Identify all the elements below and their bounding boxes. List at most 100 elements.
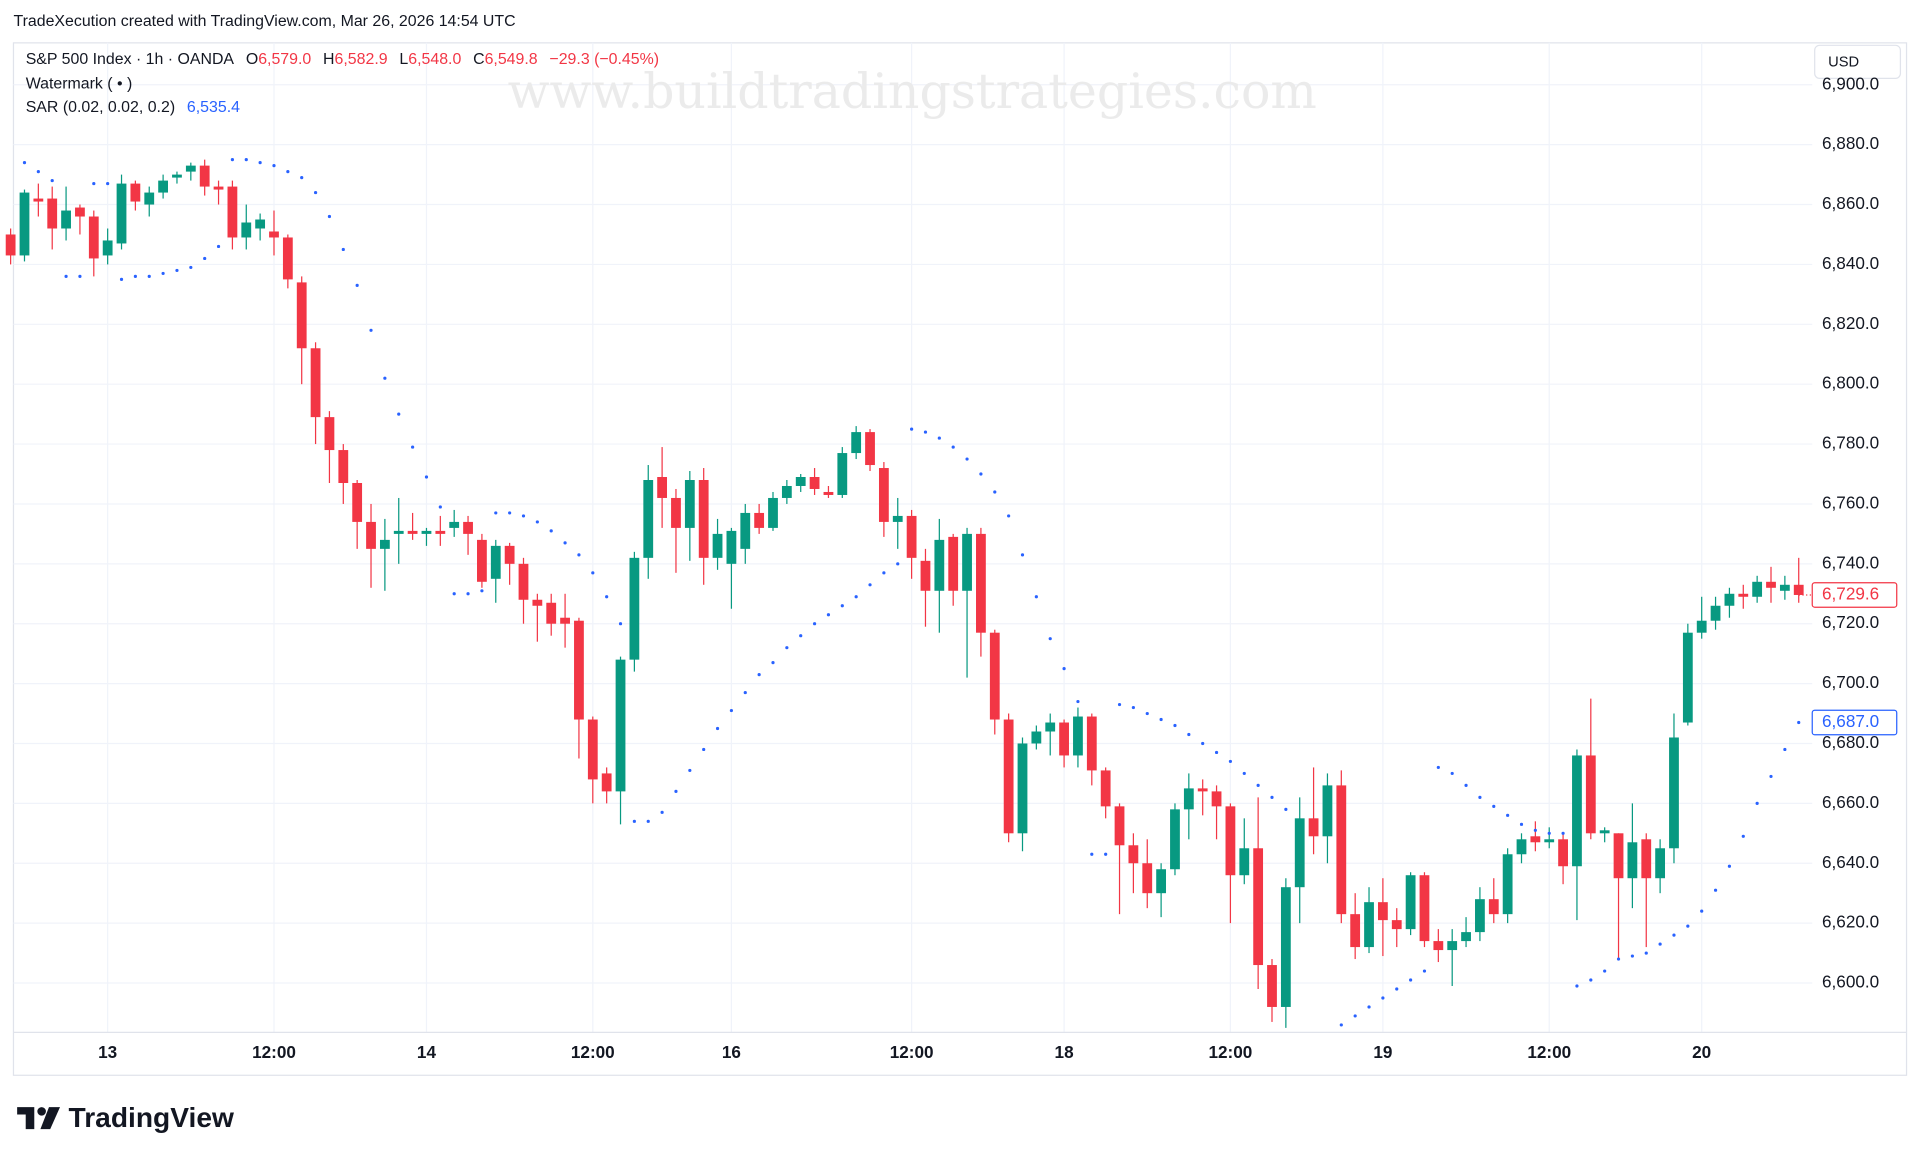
candle-body: [1197, 788, 1208, 792]
candle-body: [920, 560, 931, 591]
candle-body: [546, 602, 557, 624]
candle-body: [560, 617, 570, 624]
candle-body: [463, 521, 473, 534]
l-label: L: [399, 51, 408, 68]
sar-dot: [632, 819, 636, 823]
candle-body: [1752, 581, 1763, 597]
sar-dot: [286, 170, 290, 174]
sar-dot: [355, 283, 359, 287]
sar-dot: [133, 274, 137, 278]
last-sar-tag: [1811, 709, 1898, 736]
sar-dot: [1506, 813, 1510, 817]
candle-body: [1391, 920, 1402, 930]
candle-body: [241, 222, 252, 238]
sar-dot: [1464, 783, 1468, 787]
currency-box[interactable]: [1814, 44, 1902, 79]
sar-dot: [715, 726, 720, 731]
sar-dot: [979, 472, 983, 476]
candle-body: [47, 198, 58, 229]
sar-dot: [1048, 637, 1052, 641]
sar-dot: [1034, 595, 1038, 599]
candle-body: [421, 530, 432, 534]
y-tick-label: 6,800.0: [1822, 373, 1879, 393]
candle-body: [1294, 818, 1305, 888]
sar-dot: [688, 768, 692, 773]
candle-body: [1350, 914, 1361, 948]
sar-dot: [438, 505, 442, 509]
sar-dot: [812, 622, 817, 626]
candle-body: [1572, 755, 1582, 867]
sar-dot: [64, 274, 68, 278]
sar-dot: [605, 595, 609, 599]
sar-dot: [591, 571, 595, 575]
candle-body: [671, 497, 681, 528]
candle-body: [532, 599, 543, 606]
candle-body: [144, 192, 155, 205]
candle-body: [754, 512, 765, 528]
sar-dot: [327, 214, 332, 219]
sar-dot: [22, 161, 27, 165]
y-tick-label: 6,900.0: [1822, 73, 1879, 93]
o-value: 6,579.0: [258, 51, 311, 68]
sar-dot: [826, 613, 831, 617]
y-tick-label: 6,600.0: [1822, 972, 1879, 992]
currency[interactable]: USD: [1828, 54, 1859, 70]
y-tick-label: 6,680.0: [1822, 732, 1879, 752]
sar-dot: [1783, 747, 1787, 752]
candle-body: [75, 207, 85, 217]
candle-body: [213, 186, 224, 190]
candle-body: [5, 234, 16, 256]
sar-dot: [660, 810, 664, 814]
sar-dot: [36, 170, 40, 174]
candle-body: [823, 491, 834, 495]
candle-body: [1655, 848, 1666, 879]
candle-body: [1031, 731, 1042, 744]
l-value: 6,548.0: [408, 51, 461, 68]
sar-dot: [480, 589, 484, 593]
legend-ohlc: S&P 500 Index · 1h · OANDA O6,579.0 H6,5…: [26, 51, 659, 68]
candle-body: [296, 282, 307, 349]
sar-dot: [1755, 801, 1759, 805]
candle-body: [1447, 941, 1458, 951]
sar-dot: [854, 595, 858, 599]
legend-sar: SAR (0.02, 0.02, 0.2) 6,535.4: [26, 99, 240, 116]
candle-body: [1183, 788, 1194, 810]
candle-body: [781, 485, 792, 498]
sar-dot: [937, 436, 941, 440]
candle-body: [1142, 863, 1153, 894]
sar-dot: [1339, 1023, 1343, 1027]
sar-dot: [1478, 795, 1482, 799]
candle-body: [1239, 848, 1250, 876]
sar-dot: [1395, 987, 1399, 991]
sar-dot: [1131, 705, 1135, 710]
x-tick-label: 16: [722, 1042, 741, 1062]
y-tick-label: 6,780.0: [1822, 433, 1879, 453]
candle-body: [615, 659, 626, 792]
y-tick-label: 6,840.0: [1822, 253, 1879, 273]
c-value: 6,549.8: [485, 51, 538, 68]
sar-dot: [702, 747, 706, 752]
candle-body: [1641, 839, 1652, 879]
candle-body: [477, 539, 487, 582]
y-tick-label: 6,760.0: [1822, 492, 1879, 512]
brand-logo: [17, 1107, 60, 1130]
candle-body: [1696, 620, 1707, 633]
candle-body: [1475, 899, 1485, 933]
candle-body: [324, 417, 335, 451]
sar-dot: [563, 541, 567, 545]
sar-dot: [1214, 750, 1219, 755]
candle-body: [948, 536, 959, 591]
x-tick-label: 12:00: [571, 1042, 615, 1062]
y-tick-label: 6,820.0: [1822, 313, 1879, 333]
candle-body: [1530, 836, 1541, 843]
sar-dot: [646, 819, 650, 823]
sar-dot: [1727, 864, 1732, 868]
sar-dot: [1228, 759, 1233, 764]
sar-dot: [674, 789, 678, 793]
sar-dot: [771, 661, 775, 665]
candle-body: [1461, 932, 1471, 942]
sar-name: SAR (0.02, 0.02, 0.2): [26, 99, 175, 116]
c-label: C: [473, 51, 484, 68]
sar-dot: [785, 646, 789, 650]
candle-body: [352, 482, 363, 522]
